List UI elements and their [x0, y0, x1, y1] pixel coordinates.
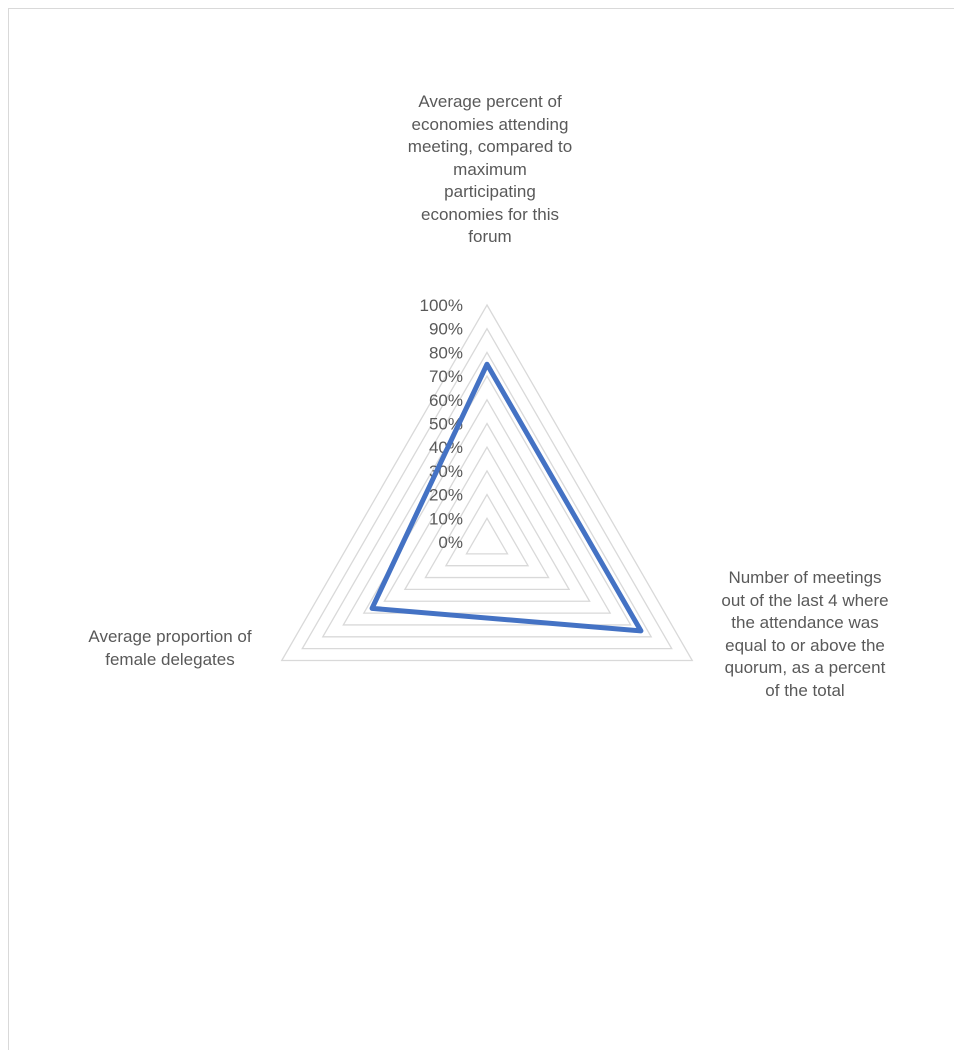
gridline-10pct [465, 516, 509, 555]
gridline-60pct [362, 398, 612, 614]
radar-gridlines [280, 303, 694, 662]
tick-label-60pct: 60% [429, 391, 463, 410]
gridline-40pct [403, 445, 571, 591]
tick-label-20pct: 20% [429, 486, 463, 505]
gridline-50pct [383, 422, 591, 602]
gridline-70pct [342, 374, 632, 626]
category-label-female-delegates: Average proportion of female delegates [88, 627, 252, 669]
tick-label-0pct: 0% [438, 533, 463, 552]
series-layer [369, 361, 644, 634]
gridline-80pct [321, 351, 653, 638]
series-0-line [369, 361, 644, 634]
gridline-100pct [280, 303, 694, 662]
gridline-90pct [301, 327, 673, 650]
gridline-30pct [424, 469, 550, 579]
tick-label-70pct: 70% [429, 367, 463, 386]
radial-axis-ticks: 0%10%20%30%40%50%60%70%80%90%100% [420, 296, 463, 552]
category-label-quorum-meetings: Number of meetings out of the last 4 whe… [721, 568, 889, 700]
tick-label-100pct: 100% [420, 296, 463, 315]
tick-label-10pct: 10% [429, 509, 463, 528]
tick-label-90pct: 90% [429, 320, 463, 339]
tick-label-80pct: 80% [429, 343, 463, 362]
category-label-attendance-percent: Average percent of economies attending m… [407, 92, 573, 246]
gridline-20pct [444, 493, 530, 567]
